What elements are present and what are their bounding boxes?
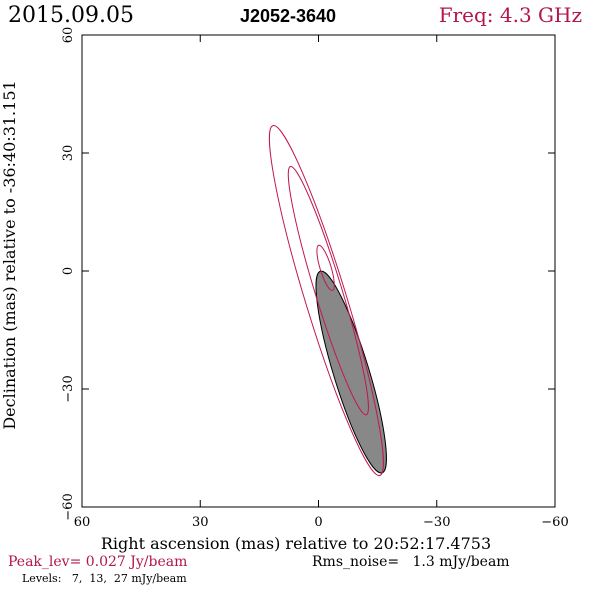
axis-ticks [81,34,556,508]
y-tick-label: −30 [61,375,76,402]
y-axis-label: Declination (mas) relative to -36:40:31.… [0,80,19,429]
frequency-label: Freq: 4.3 GHz [439,3,582,27]
contour-level-7 [268,124,384,477]
x-tick-labels: 60 30 0 −30 −60 [74,515,569,530]
y-tick-label: −60 [61,493,76,520]
observation-date: 2015.09.05 [8,3,134,28]
x-tick-label: −30 [423,515,450,530]
x-tick-label: 0 [314,515,322,530]
y-tick-labels: 60 30 0 −30 −60 [61,27,76,521]
y-tick-label: 0 [61,267,76,275]
contour-level-27 [316,244,335,291]
contour-layer [268,124,384,477]
beam-ellipse [315,270,387,474]
contour-levels: Levels: 7, 13, 27 mJy/beam [22,572,187,585]
x-tick-label: 60 [74,515,91,530]
source-name: J2052-3640 [240,6,336,26]
plot-frame [81,34,556,508]
contour-level-13 [287,165,369,416]
x-tick-label: 30 [192,515,209,530]
x-tick-label: −60 [541,515,568,530]
beam-layer [315,270,387,474]
y-tick-label: 30 [61,145,76,162]
rms-noise: Rms_noise= 1.3 mJy/beam [312,554,510,570]
x-axis-label: Right ascension (mas) relative to 20:52:… [101,534,491,553]
y-tick-label: 60 [61,27,76,44]
peak-level: Peak_lev= 0.027 Jy/beam [8,554,187,570]
